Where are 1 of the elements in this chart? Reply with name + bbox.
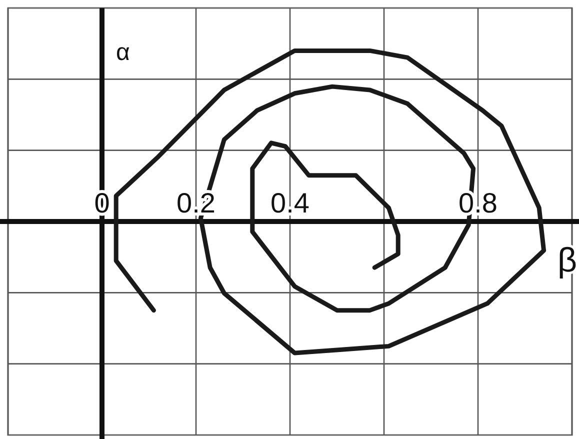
y-axis-title: α — [116, 39, 130, 66]
